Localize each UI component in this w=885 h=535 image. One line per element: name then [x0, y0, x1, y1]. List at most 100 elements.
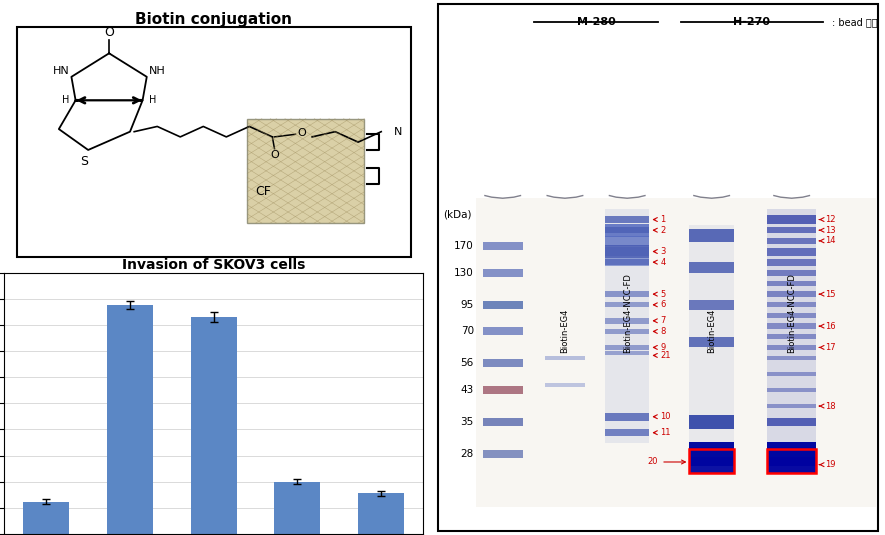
Text: 43: 43: [460, 385, 473, 395]
Bar: [767, 270, 816, 276]
Text: Biotin-EG4: Biotin-EG4: [707, 308, 716, 353]
Bar: [107, 305, 153, 534]
Bar: [767, 280, 816, 286]
Bar: [482, 242, 523, 250]
Text: 6: 6: [653, 300, 666, 309]
Text: 1: 1: [653, 215, 666, 224]
Text: 3: 3: [653, 247, 666, 256]
Bar: [767, 292, 816, 297]
Text: 17: 17: [820, 343, 835, 352]
Text: 56: 56: [460, 358, 473, 369]
Bar: [689, 300, 734, 310]
Text: 170: 170: [454, 241, 473, 251]
Bar: [767, 457, 816, 472]
Text: 12: 12: [820, 215, 835, 224]
Text: 28: 28: [460, 449, 473, 459]
Bar: [17, 27, 411, 257]
Bar: [767, 418, 816, 426]
Bar: [482, 386, 523, 394]
Bar: [767, 449, 816, 472]
Text: H-270: H-270: [733, 17, 770, 27]
Text: 20: 20: [648, 457, 685, 467]
Text: CF: CF: [256, 185, 272, 198]
Bar: [767, 442, 816, 466]
Bar: [358, 493, 404, 534]
Bar: [689, 447, 734, 462]
Bar: [767, 345, 816, 350]
Bar: [605, 258, 650, 266]
Bar: [767, 238, 816, 244]
Text: : bead 종류: : bead 종류: [832, 17, 877, 27]
Text: 11: 11: [653, 428, 671, 437]
Bar: [689, 262, 734, 273]
Bar: [482, 418, 523, 426]
Bar: [767, 248, 816, 256]
Bar: [767, 215, 816, 224]
Bar: [605, 209, 650, 444]
Text: N: N: [394, 127, 402, 136]
Bar: [689, 457, 734, 472]
Text: Biotin-EG4: Biotin-EG4: [560, 308, 569, 353]
Bar: [605, 302, 650, 308]
Bar: [24, 501, 69, 534]
Bar: [605, 235, 650, 246]
Text: 95: 95: [460, 300, 473, 310]
Bar: [605, 216, 650, 223]
Text: (kDa): (kDa): [443, 209, 472, 219]
Bar: [767, 334, 816, 339]
Bar: [191, 317, 237, 534]
Text: HN: HN: [52, 65, 69, 75]
Bar: [605, 245, 650, 258]
Bar: [545, 383, 585, 387]
Bar: [605, 224, 650, 237]
Bar: [689, 229, 734, 242]
Bar: [689, 225, 734, 465]
Text: 5: 5: [653, 289, 666, 299]
Bar: [476, 198, 876, 507]
Text: 15: 15: [820, 289, 835, 299]
Text: O: O: [104, 26, 114, 39]
Text: Biotin-EG4-NCC-FD: Biotin-EG4-NCC-FD: [623, 273, 632, 353]
Text: H: H: [62, 95, 69, 105]
Bar: [767, 372, 816, 377]
Text: O: O: [297, 128, 306, 138]
Bar: [767, 403, 816, 408]
Text: 4: 4: [653, 258, 666, 266]
Bar: [605, 329, 650, 334]
Text: 16: 16: [820, 322, 835, 331]
Text: Biotin-EG4-NCC-FD: Biotin-EG4-NCC-FD: [787, 273, 796, 353]
Bar: [689, 415, 734, 429]
Bar: [767, 259, 816, 266]
Text: 14: 14: [820, 236, 835, 246]
Bar: [247, 119, 365, 223]
Bar: [605, 429, 650, 436]
Bar: [767, 209, 816, 465]
Bar: [689, 449, 734, 472]
Bar: [274, 482, 320, 534]
Bar: [767, 356, 816, 361]
Text: 7: 7: [653, 316, 666, 325]
Text: 19: 19: [820, 460, 835, 469]
Text: 70: 70: [461, 326, 473, 337]
Text: M-280: M-280: [577, 17, 615, 27]
Bar: [482, 327, 523, 335]
Bar: [767, 302, 816, 308]
Bar: [767, 388, 816, 393]
Text: O: O: [270, 150, 279, 160]
Bar: [605, 291, 650, 297]
Bar: [605, 247, 650, 256]
Bar: [605, 227, 650, 233]
Text: 35: 35: [460, 417, 473, 427]
Text: NH: NH: [149, 65, 165, 75]
Bar: [605, 412, 650, 421]
Bar: [689, 337, 734, 347]
Text: Biotin conjugation: Biotin conjugation: [135, 12, 292, 27]
Bar: [605, 350, 650, 355]
Bar: [482, 360, 523, 368]
Text: 18: 18: [820, 402, 835, 410]
Title: Invasion of SKOV3 cells: Invasion of SKOV3 cells: [122, 257, 305, 272]
Bar: [482, 301, 523, 309]
Bar: [605, 259, 650, 265]
Text: 130: 130: [454, 268, 473, 278]
Bar: [605, 345, 650, 350]
